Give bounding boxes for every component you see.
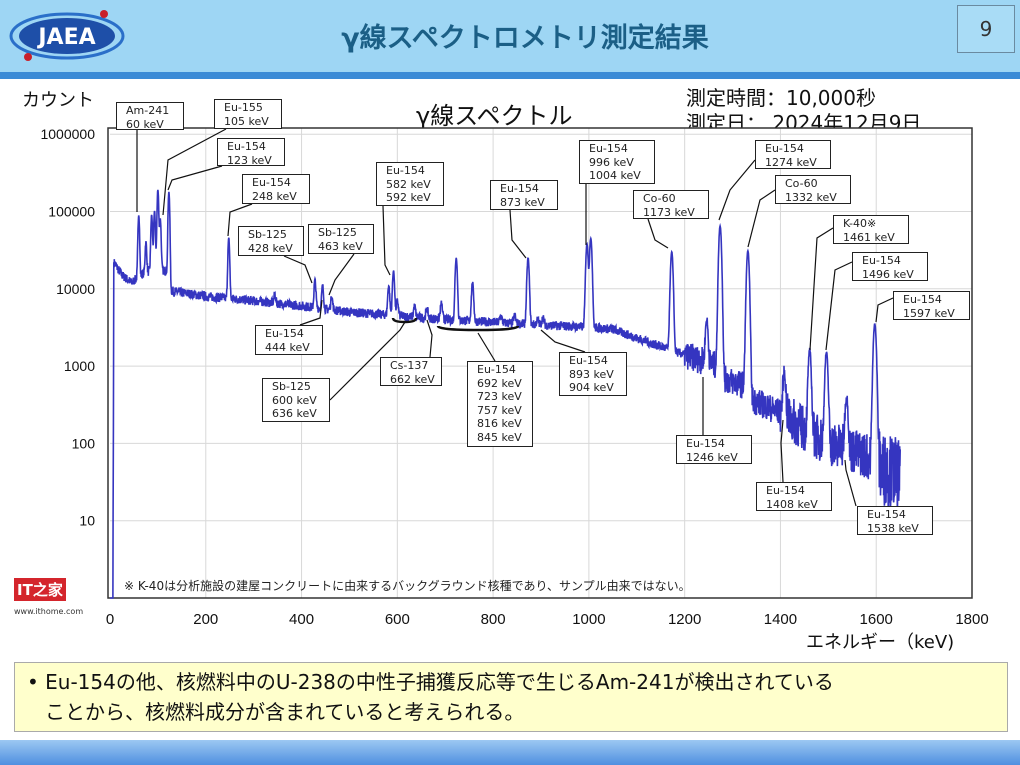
watermark-url: www.ithome.com xyxy=(14,607,84,616)
leader-line xyxy=(809,227,834,351)
y-tick-label: 100000 xyxy=(48,204,95,220)
leader-line xyxy=(747,189,776,248)
peak-label: Eu-154 582 keV 592 keV xyxy=(376,162,444,206)
x-tick-label: 400 xyxy=(289,611,314,628)
peak-label: Eu-154 692 keV 723 keV 757 keV 816 keV 8… xyxy=(467,361,533,447)
watermark-logo: IT之家 xyxy=(14,578,66,601)
peak-label: Eu-154 1408 keV xyxy=(756,482,832,511)
leader-line xyxy=(844,459,857,507)
peak-label: Eu-154 444 keV xyxy=(255,325,323,355)
peak-label: Eu-154 1496 keV xyxy=(852,252,928,281)
leader-line xyxy=(540,329,586,353)
peak-label: Sb-125 463 keV xyxy=(308,224,374,254)
note-line-2: ことから、核燃料成分が含まれていると考えられる。 xyxy=(45,700,525,724)
y-tick-label: 10000 xyxy=(56,281,95,297)
leader-line xyxy=(718,159,756,221)
peak-label: Co-60 1332 keV xyxy=(775,175,851,204)
leader-line xyxy=(329,321,406,401)
peak-label: Am-241 60 keV xyxy=(116,102,184,131)
leader-line xyxy=(162,128,227,216)
header-bar xyxy=(0,0,1020,72)
leader-line xyxy=(780,419,784,483)
leader-line xyxy=(167,165,223,191)
leader-line xyxy=(227,203,253,237)
peak-label: Eu-154 996 keV 1004 keV xyxy=(579,140,655,184)
chart-title: γ線スペクトル xyxy=(416,102,573,130)
x-tick-label: 1600 xyxy=(860,611,893,628)
peak-label: Eu-154 873 keV xyxy=(490,180,558,210)
y-tick-label: 10 xyxy=(79,513,95,529)
x-tick-label: 0 xyxy=(106,611,114,628)
peak-label: Eu-154 1274 keV xyxy=(755,140,831,169)
footer-bar xyxy=(0,740,1020,765)
y-tick-label: 1000 xyxy=(64,358,95,374)
peak-label: Co-60 1173 keV xyxy=(633,190,709,219)
leader-line xyxy=(382,205,391,276)
x-tick-label: 200 xyxy=(193,611,218,628)
summary-note: • Eu-154の他、核燃料中のU-238の中性子捕獲反応等で生じるAm-241… xyxy=(14,662,1008,732)
bracket-sb125 xyxy=(391,317,418,324)
peak-label: Sb-125 600 keV 636 keV xyxy=(262,378,330,422)
x-tick-label: 800 xyxy=(481,611,506,628)
spectrum-line xyxy=(110,189,901,599)
peak-label: Eu-155 105 keV xyxy=(214,99,282,129)
leader-line xyxy=(477,332,496,362)
leader-line xyxy=(426,319,433,358)
page-number: 9 xyxy=(957,5,1015,53)
jaea-logo: JAEA xyxy=(9,10,125,61)
peak-label: Eu-154 248 keV xyxy=(242,174,310,204)
measure-time: 測定時間：10,000秒 xyxy=(686,86,876,110)
header-stripe xyxy=(0,72,1020,79)
page-title: γ線スペクトロメトリ測定結果 xyxy=(341,23,709,54)
y-tick-label: 100 xyxy=(72,435,96,451)
peak-label: Eu-154 1246 keV xyxy=(676,435,752,464)
leader-line xyxy=(875,297,894,323)
x-tick-label: 1200 xyxy=(668,611,701,628)
watermark: IT之家 www.ithome.com xyxy=(14,578,83,616)
y-axis-label: カウント xyxy=(22,90,94,111)
peak-label: Eu-154 123 keV xyxy=(217,138,285,167)
leader-line xyxy=(299,299,323,326)
note-line-1: Eu-154の他、核燃料中のU-238の中性子捕獲反応等で生じるAm-241が検… xyxy=(45,670,834,694)
peak-label: Eu-154 893 keV 904 keV xyxy=(559,352,627,396)
svg-text:JAEA: JAEA xyxy=(36,25,95,50)
peak-label: Eu-154 1538 keV xyxy=(857,506,933,535)
y-tick-label: 1000000 xyxy=(40,126,95,142)
peak-label: Cs-137 662 keV xyxy=(380,357,442,386)
bullet: • xyxy=(27,670,39,694)
peak-label: Eu-154 1597 keV xyxy=(893,291,970,320)
leader-line xyxy=(509,209,527,259)
leader-line xyxy=(283,255,313,284)
footnote: ※ K-40は分析施設の建屋コンクリートに由来するバックグラウンド核種であり、サ… xyxy=(124,579,691,593)
peak-label: Sb-125 428 keV xyxy=(238,226,304,256)
x-tick-label: 1400 xyxy=(764,611,797,628)
leader-line xyxy=(647,218,669,249)
bracket-eu154-group xyxy=(436,325,520,332)
x-axis-label: エネルギー（keV) xyxy=(806,632,955,653)
leader-line xyxy=(328,253,355,296)
x-tick-label: 1800 xyxy=(955,611,988,628)
x-tick-label: 1000 xyxy=(572,611,605,628)
x-tick-label: 600 xyxy=(385,611,410,628)
leader-line xyxy=(825,261,853,351)
peak-label: K-40※ 1461 keV xyxy=(833,215,909,244)
plot-frame xyxy=(107,127,973,599)
